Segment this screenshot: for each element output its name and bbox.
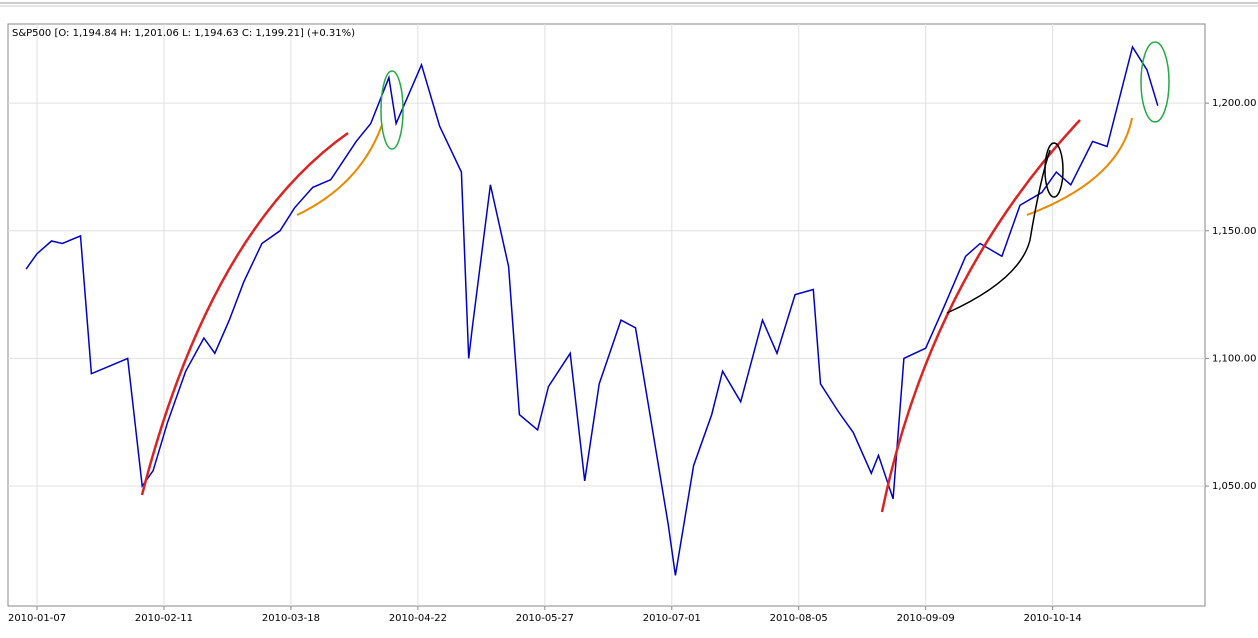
x-tick-label: 2010-04-22: [389, 613, 447, 624]
x-tick-label: 2010-09-09: [897, 613, 955, 624]
x-tick-label: 2010-03-18: [262, 613, 320, 624]
x-tick-label: 2010-02-11: [135, 613, 193, 624]
y-tick-label: 1,200.00: [1212, 98, 1257, 109]
chart-title: S&P500 [O: 1,194.84 H: 1,201.06 L: 1,194…: [12, 28, 355, 39]
x-tick-label: 2010-10-14: [1024, 613, 1082, 624]
trend-curve: [296, 124, 383, 216]
annotations: [140, 41, 1170, 513]
y-tick-label: 1,150.00: [1212, 226, 1257, 237]
x-tick-label: 2010-05-27: [516, 613, 574, 624]
x-tick-label: 2010-08-05: [770, 613, 828, 624]
y-tick-label: 1,050.00: [1212, 481, 1257, 492]
x-tick-label: 2010-01-07: [8, 613, 66, 624]
highlight-ellipse: [380, 70, 404, 150]
trend-curve: [140, 131, 349, 496]
highlight-ellipse: [1044, 142, 1064, 198]
trend-curve: [946, 149, 1051, 314]
trend-curve: [1026, 117, 1133, 216]
y-tick-label: 1,100.00: [1212, 353, 1257, 364]
grid: 1,050.00 1,100.00 1,150.00 1,200.00 2010-01-…: [8, 24, 1257, 624]
trend-curve: [880, 119, 1081, 513]
highlight-ellipse: [1140, 41, 1170, 123]
x-tick-label: 2010-07-01: [643, 613, 701, 624]
marks: [25, 45, 1159, 576]
plot-frame: [7, 23, 1206, 607]
price-line: [25, 45, 1159, 576]
